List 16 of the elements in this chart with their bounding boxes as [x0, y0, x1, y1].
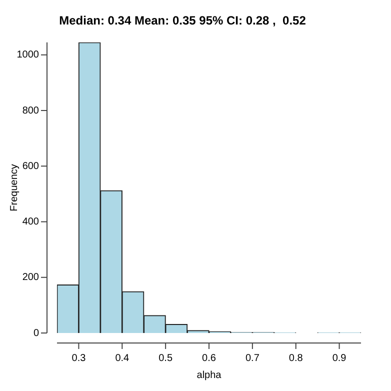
y-axis-title: Frequency	[8, 164, 20, 212]
x-tick-label: 0.8	[288, 352, 304, 364]
x-tick-label: 0.7	[245, 352, 260, 364]
x-tick-label: 0.9	[332, 352, 347, 364]
x-tick-label: 0.4	[115, 352, 130, 364]
y-tick-label: 200	[22, 272, 40, 284]
x-tick-label: 0.6	[202, 352, 216, 364]
y-tick-label: 800	[22, 105, 40, 116]
chart-title: Median: 0.34 Mean: 0.35 95% CI: 0.28 , 0.52	[59, 14, 306, 28]
y-tick-label: 0	[33, 328, 40, 339]
x-axis-title: alpha	[196, 370, 222, 381]
x-tick-label: 0.5	[158, 352, 173, 364]
x-tick-label: 0.3	[72, 352, 86, 364]
y-tick-label: 1000	[16, 50, 40, 61]
y-tick-label: 400	[22, 216, 40, 228]
y-tick-label: 600	[22, 160, 40, 172]
